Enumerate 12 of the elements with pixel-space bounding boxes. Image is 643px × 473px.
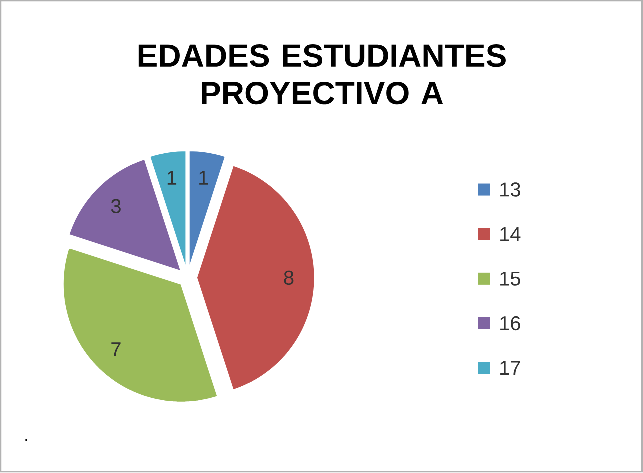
legend-label: 15 [500,272,520,286]
legend-label: 17 [500,361,520,376]
data-label: 1 [200,171,208,185]
data-label: 3 [111,199,121,214]
data-label: 8 [284,270,294,286]
chart-title: EDADES ESTUDIANTES PROYECTIVO A [138,44,506,105]
text: . [26,439,28,442]
data-label: 7 [112,342,121,357]
data-label: 1 [168,171,177,185]
legend-label: 13 [500,182,520,198]
legend-label: 16 [500,316,520,331]
legend-label: 14 [500,228,521,242]
